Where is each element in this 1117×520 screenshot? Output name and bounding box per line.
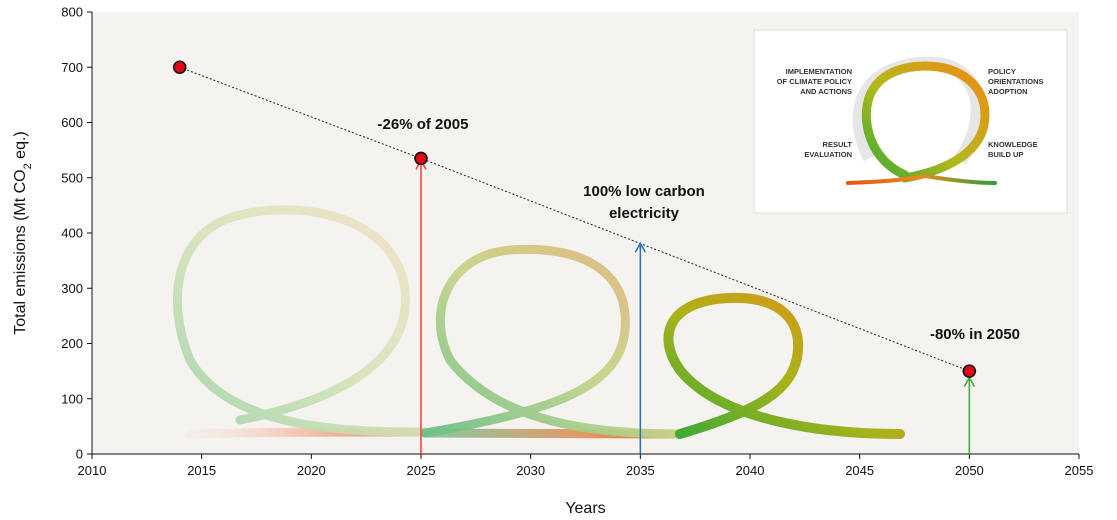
inset-label-implementation-2: OF CLIMATE POLICY	[777, 77, 852, 86]
x-tick-label: 2050	[955, 463, 984, 478]
inset-label-implementation-1: IMPLEMENTATION	[786, 67, 852, 76]
x-tick-label: 2055	[1065, 463, 1094, 478]
inset-label-result-2: EVALUATION	[804, 150, 852, 159]
loop-1	[172, 205, 430, 437]
annotation-80pct: -80% in 2050	[930, 326, 1020, 343]
points-layer	[172, 60, 977, 378]
inset-label-policy-1: POLICY	[988, 67, 1016, 76]
decorative-loops	[172, 205, 1005, 439]
inset-box	[753, 29, 1068, 214]
annotation-low-carbon-line2: electricity	[609, 205, 680, 222]
data-point	[962, 364, 977, 378]
x-tick-label: 2030	[516, 463, 545, 478]
x-tick-label: 2010	[78, 463, 107, 478]
y-axis-label: Total emissions (Mt CO2 eq.)	[12, 131, 34, 335]
x-tick-label: 2025	[407, 463, 436, 478]
inset-label-result-1: RESULT	[823, 140, 853, 149]
milestone-arrowhead	[634, 241, 646, 253]
y-tick-label: 0	[76, 447, 83, 462]
x-ticks: 2010 2015 2020 2025 2030 2035 2040 2045 2050 2055	[78, 454, 1094, 478]
inset-label-policy-2: ORIENTATIONS	[988, 77, 1044, 86]
x-axis-label: Years	[565, 500, 605, 517]
annotation-26pct: -26% of 2005	[378, 116, 469, 133]
data-point	[414, 151, 428, 166]
inset-loop	[861, 61, 990, 183]
x-tick-label: 2015	[187, 463, 216, 478]
data-point	[172, 60, 187, 75]
y-tick-label: 700	[61, 60, 83, 75]
x-tick-label: 2020	[297, 463, 326, 478]
loop-2	[420, 244, 685, 439]
annotation-low-carbon-line1: 100% low carbon	[583, 183, 705, 200]
inset-label-implementation-3: AND ACTIONS	[800, 87, 852, 96]
y-tick-label: 600	[61, 115, 83, 130]
inset-diagram: IMPLEMENTATION OF CLIMATE POLICY AND ACT…	[753, 29, 1068, 214]
x-tick-label: 2040	[736, 463, 765, 478]
inset-label-knowledge-2: BUILD UP	[988, 150, 1023, 159]
x-tick-label: 2035	[626, 463, 655, 478]
y-tick-label: 800	[61, 5, 83, 20]
y-tick-label: 300	[61, 281, 83, 296]
inset-label-policy-3: ADOPTION	[988, 87, 1028, 96]
loop-3	[663, 292, 905, 439]
arrows-layer	[415, 158, 975, 454]
inset-tail	[846, 173, 997, 185]
y-tick-label: 200	[61, 336, 83, 351]
inset-label-knowledge-1: KNOWLEDGE	[988, 140, 1038, 149]
x-tick-label: 2045	[845, 463, 874, 478]
y-tick-label: 400	[61, 226, 83, 241]
y-tick-label: 100	[61, 391, 83, 406]
y-tick-label: 500	[61, 170, 83, 185]
y-ticks: 0 100 200 300 400 500 600 700 800	[61, 5, 92, 462]
